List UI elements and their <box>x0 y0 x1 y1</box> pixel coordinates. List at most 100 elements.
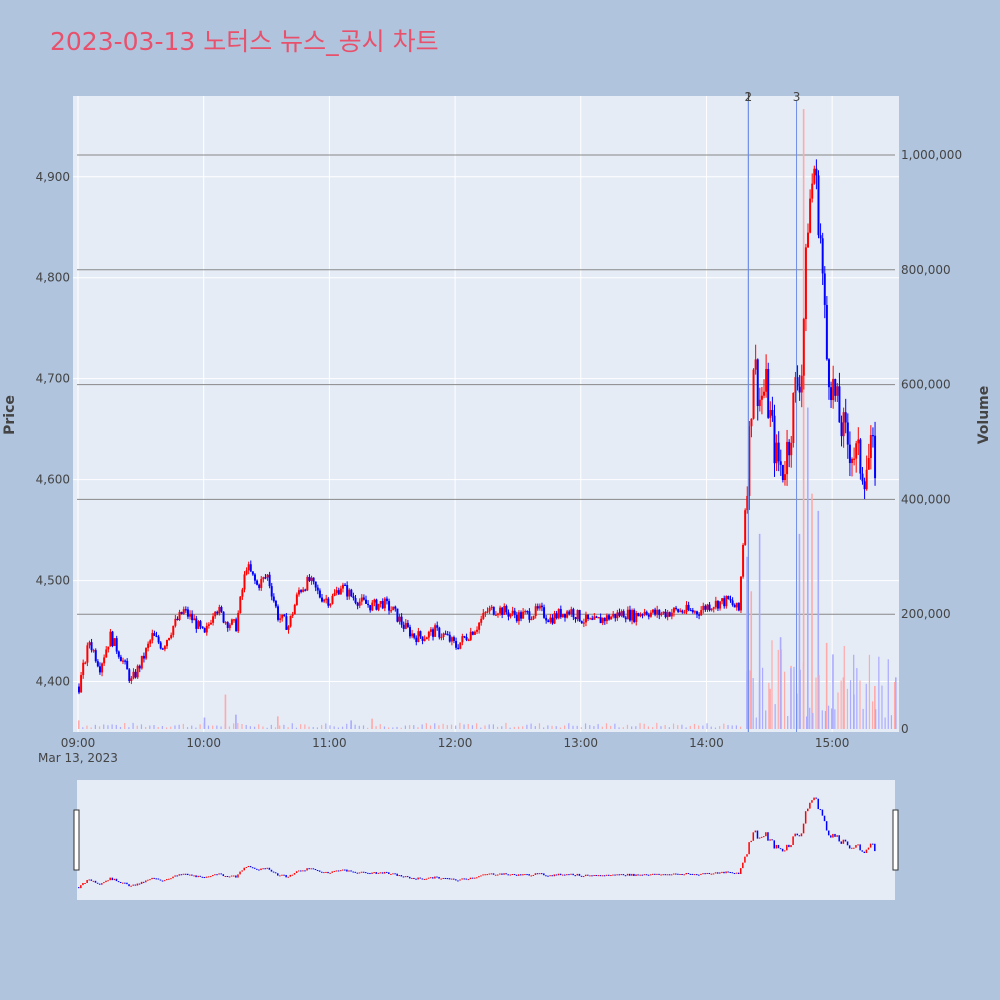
mini-candle <box>748 842 750 855</box>
candle-body <box>107 646 110 650</box>
mini-candle <box>869 843 872 848</box>
candle-body <box>513 610 516 615</box>
mini-candle <box>272 871 275 873</box>
candle-body <box>113 638 116 646</box>
mini-candle <box>281 874 283 876</box>
mini-candle <box>760 836 763 838</box>
candle-body <box>230 619 233 625</box>
volume-bar <box>413 725 415 729</box>
candle-body <box>660 613 663 616</box>
volume-bar <box>429 725 432 729</box>
volume-bar <box>459 722 461 729</box>
mini-candle <box>176 875 178 877</box>
volume-axis-title: Volume <box>976 386 992 445</box>
mini-candle <box>809 802 811 809</box>
mini-candle <box>270 869 273 872</box>
candle-body <box>809 198 812 233</box>
mini-candle <box>626 873 629 876</box>
candle-body <box>337 590 340 595</box>
mini-candle <box>832 833 834 838</box>
mini-candle <box>360 871 363 873</box>
volume-bar <box>871 701 874 729</box>
mini-candle <box>725 871 727 874</box>
mini-candle <box>547 875 549 877</box>
candle-body <box>341 584 344 589</box>
mini-candle <box>584 874 587 877</box>
mini-candle <box>834 833 836 837</box>
candle-body <box>94 650 97 662</box>
range-slider-left-handle[interactable] <box>73 809 80 871</box>
volume-bar <box>505 722 507 729</box>
candle-body <box>823 273 826 305</box>
mini-candle <box>356 872 359 874</box>
candle-body <box>848 444 851 464</box>
mini-candle <box>145 880 147 883</box>
candle-body <box>733 604 736 608</box>
mini-candle <box>350 870 352 872</box>
candle-body <box>201 626 204 628</box>
mini-candle <box>656 873 658 875</box>
volume-bar <box>337 727 339 729</box>
volume-bar <box>821 710 823 729</box>
volume-bar <box>664 724 666 729</box>
volume-bar <box>635 726 637 729</box>
range-slider[interactable] <box>77 780 895 900</box>
volume-bar <box>421 724 423 729</box>
candle-body <box>469 631 472 640</box>
mini-candle <box>706 872 708 874</box>
main-plot-area[interactable] <box>73 96 899 732</box>
candle-body <box>532 616 535 619</box>
mini-candle <box>92 880 95 882</box>
mini-candle <box>610 875 612 877</box>
mini-candle <box>555 874 558 876</box>
gridlines <box>73 96 899 732</box>
candle-body <box>136 665 139 678</box>
mini-candle <box>423 878 426 880</box>
candle-body <box>616 612 619 619</box>
candle-body <box>90 642 93 651</box>
candle-body <box>693 611 696 613</box>
candle-body <box>631 610 634 621</box>
range-slider-preview <box>78 797 876 889</box>
volume-bar <box>693 723 696 729</box>
volume-bar <box>750 591 753 729</box>
mini-candle <box>463 878 465 880</box>
mini-candle <box>214 874 216 876</box>
volume-bar <box>241 723 243 729</box>
volume-bar <box>291 723 293 729</box>
candle-body <box>258 584 261 588</box>
mini-candle <box>390 873 392 875</box>
candle-body <box>145 648 148 659</box>
mini-candle <box>781 848 784 852</box>
volume-bar <box>235 714 237 729</box>
volume-bar <box>893 681 896 729</box>
candle-body <box>645 611 648 615</box>
mini-candle <box>207 876 210 878</box>
candle-body <box>622 611 625 618</box>
volume-bar <box>874 685 876 729</box>
volume-bar <box>818 675 820 729</box>
volume-bar <box>274 727 277 729</box>
mini-candle <box>645 874 648 876</box>
mini-candle <box>212 874 214 877</box>
candle-body <box>287 626 290 630</box>
volume-bar <box>887 659 889 729</box>
mini-candle <box>681 873 683 875</box>
candle-body <box>226 622 229 628</box>
volume-bar <box>597 724 599 729</box>
volume-bar <box>735 725 737 729</box>
candle-body <box>695 611 698 615</box>
candle-body <box>842 412 845 437</box>
mini-candle <box>128 884 130 887</box>
mini-candle <box>421 878 424 880</box>
mini-candle <box>551 875 553 877</box>
mini-candle <box>245 867 248 869</box>
candle-body <box>788 441 791 456</box>
candle-body <box>277 606 280 620</box>
price-tick-label: 4,800 <box>36 271 70 285</box>
candle-body <box>321 597 324 602</box>
mini-candle <box>532 874 535 876</box>
volume-bar <box>689 725 691 729</box>
range-slider-right-handle[interactable] <box>892 809 899 871</box>
candle-body <box>517 612 520 622</box>
